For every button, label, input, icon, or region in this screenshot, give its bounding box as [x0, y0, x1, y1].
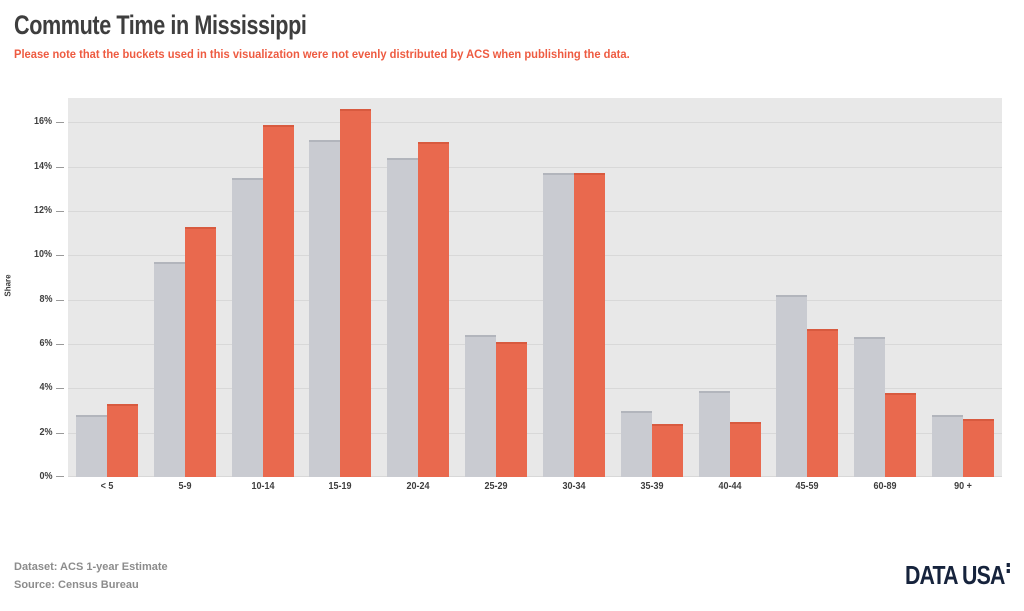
y-tick-mark [56, 476, 64, 477]
orange-series-bar[interactable] [496, 341, 528, 477]
y-tick-label: 12% [33, 205, 52, 217]
y-tick-mark [56, 344, 64, 346]
datausa-logo-mark-icon [1006, 563, 1010, 573]
plot-area [68, 98, 1002, 477]
gridline [68, 476, 1002, 477]
orange-series-bar[interactable] [963, 419, 995, 477]
orange-series-bar[interactable] [807, 328, 839, 477]
y-tick-label: 6% [38, 338, 52, 350]
gray-series-bar[interactable] [932, 414, 964, 477]
gridline [68, 432, 1002, 434]
gray-series-bar[interactable] [153, 262, 185, 477]
gray-series-bar[interactable] [387, 157, 419, 477]
x-tick-label: 10-14 [251, 481, 275, 492]
x-tick-label: 15-19 [328, 481, 352, 492]
y-tick-label: 4% [38, 382, 52, 394]
orange-series-bar[interactable] [340, 109, 372, 477]
gray-series-bar[interactable] [854, 337, 886, 477]
orange-series-bar[interactable] [885, 392, 917, 477]
y-tick-label: 10% [33, 249, 52, 261]
y-tick-mark [56, 122, 64, 124]
y-tick-label: 16% [33, 116, 52, 128]
y-tick-label: 0% [38, 471, 52, 482]
orange-series-bar[interactable] [418, 142, 450, 477]
x-tick-label: 45-59 [795, 481, 819, 492]
x-tick-label: 20-24 [406, 481, 430, 492]
gray-series-bar[interactable] [465, 335, 497, 477]
gray-series-bar[interactable] [75, 414, 107, 477]
gray-series-bar[interactable] [776, 295, 808, 477]
dataset-label: Dataset: ACS 1-year Estimate [14, 561, 168, 573]
y-axis: 0% 2% 4% 6% 8% 10% 12% 14% 16% [0, 98, 66, 482]
chart-subtitle-note: Please note that the buckets used in thi… [14, 49, 630, 61]
gray-series-bar[interactable] [698, 390, 730, 477]
gray-series-bar[interactable] [309, 140, 341, 477]
gridline [68, 299, 1002, 301]
y-tick-mark [56, 299, 64, 301]
x-tick-label: 5-9 [178, 481, 192, 492]
page-title: Commute Time in Mississippi [14, 10, 307, 40]
gray-series-bar[interactable] [231, 177, 263, 477]
x-tick-label: < 5 [100, 481, 114, 492]
source-label: Source: Census Bureau [14, 579, 139, 591]
gridline [68, 344, 1002, 346]
gridline [68, 211, 1002, 213]
gridline [68, 255, 1002, 257]
y-tick-label: 8% [38, 293, 52, 305]
orange-series-bar[interactable] [729, 421, 761, 477]
datausa-logo-text: DATA USA [905, 560, 1006, 590]
y-tick-mark [56, 388, 64, 390]
x-tick-label: 90 + [954, 481, 972, 492]
x-tick-label: 40-44 [718, 481, 742, 492]
x-axis: < 5 5-9 10-14 15-19 20-24 25-29 30-34 35-39 40-4… [68, 481, 1002, 497]
y-tick-mark [56, 166, 64, 168]
gray-series-bar[interactable] [620, 410, 652, 477]
orange-series-bar[interactable] [651, 423, 683, 477]
orange-series-bar[interactable] [573, 173, 605, 477]
gridline [68, 166, 1002, 168]
gridline [68, 122, 1002, 124]
y-tick-mark [56, 211, 64, 213]
orange-series-bar[interactable] [262, 124, 294, 477]
y-tick-mark [56, 255, 64, 257]
x-tick-label: 30-34 [562, 481, 586, 492]
datausa-logo: DATA USA [905, 560, 1010, 591]
commute-time-bar-chart: Share 0% 2% 4% 6% 8% 10% 12% 14% 16% < 5 5-9 10-14… [0, 98, 1024, 492]
y-tick-label: 2% [38, 426, 52, 438]
x-tick-label: 25-29 [484, 481, 508, 492]
orange-series-bar[interactable] [184, 226, 216, 477]
gridline [68, 388, 1002, 390]
gray-series-bar[interactable] [542, 173, 574, 477]
x-tick-label: 60-89 [873, 481, 897, 492]
orange-series-bar[interactable] [106, 403, 138, 477]
y-tick-label: 14% [33, 160, 52, 172]
y-tick-mark [56, 432, 64, 434]
x-tick-label: 35-39 [640, 481, 664, 492]
